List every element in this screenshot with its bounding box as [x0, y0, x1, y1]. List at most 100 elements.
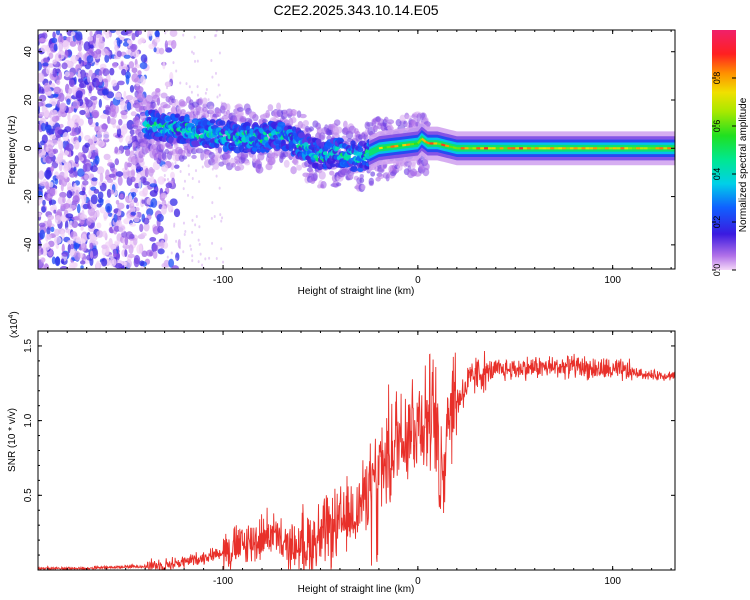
spectrogram-noise-cell: [164, 178, 167, 182]
spectrogram-halo-cell: [151, 94, 160, 103]
spectrogram-noise-cell: [123, 218, 130, 225]
spectrogram-noise-cell: [99, 198, 104, 206]
spectrogram-noise-cell: [98, 75, 103, 83]
spectrogram-x-tick-label: 0: [415, 275, 421, 286]
spectrogram-noise-cell: [54, 214, 62, 225]
spectrogram-noise-cell: [117, 175, 123, 186]
spectrogram-noise-cell: [97, 191, 104, 200]
spectrogram-noise-cell: [191, 50, 194, 54]
spectrogram-noise-cell: [98, 40, 105, 50]
spectrogram-noise-cell: [52, 31, 56, 39]
spectrogram-noise-cell: [133, 197, 138, 203]
spectrogram-noise-cell: [57, 35, 64, 44]
colorbar-label: Normalized spectral amplitude: [738, 97, 749, 232]
spectrogram-noise-cell: [109, 118, 117, 125]
spectrogram-noise-cell: [129, 85, 135, 93]
spectrogram-noise-cell: [63, 170, 69, 179]
spectrogram-noise-cell: [198, 242, 201, 246]
spectrogram-noise-cell: [42, 243, 51, 251]
spectrogram-halo-cell: [424, 163, 430, 171]
spectrogram-halo-cell: [292, 109, 298, 115]
spectrogram-noise-cell: [64, 71, 70, 78]
spectrogram-noise-cell: [211, 201, 214, 205]
spectrogram-noise-cell: [79, 190, 86, 196]
spectrogram-noise-cell: [96, 230, 104, 238]
spectrogram-noise-cell: [191, 176, 194, 180]
spectrogram-noise-cell: [147, 30, 153, 37]
spectrogram-noise-cell: [168, 200, 171, 204]
spectrogram-noise-cell: [102, 68, 110, 77]
spectrogram-noise-cell: [101, 257, 108, 267]
spectrogram-noise-cell: [47, 214, 55, 221]
spectrogram-noise-cell: [71, 85, 78, 91]
spectrogram-noise-cell: [121, 114, 128, 120]
spectrogram-core-segment: [440, 143, 446, 147]
spectrogram-ridge-peak: [322, 151, 328, 156]
spectrogram-noise-cell: [117, 202, 125, 210]
spectrogram-noise-cell: [60, 258, 65, 265]
spectrogram-noise-cell: [80, 265, 84, 269]
spectrogram-noise-cell: [160, 239, 165, 249]
figure-title: C2E2.2025.343.10.14.E05: [273, 2, 439, 18]
spectrogram-halo-cell: [151, 143, 158, 150]
spectrogram-noise-cell: [170, 171, 175, 180]
spectrogram-halo-cell: [191, 154, 197, 160]
spectrogram-noise-cell: [109, 30, 116, 34]
spectrogram-noise-cell: [191, 259, 194, 263]
colorbar-tick-label: 0.6: [712, 120, 722, 133]
spectrogram-noise-cell: [130, 176, 136, 183]
spectrogram-halo-cell: [216, 111, 222, 118]
spectrogram-noise-cell: [185, 82, 188, 86]
spectrogram-noise-cell: [129, 129, 136, 135]
spectrogram-halo-cell: [220, 102, 228, 111]
spectrogram-noise-cell: [120, 110, 128, 116]
spectrogram-noise-cell: [43, 82, 51, 93]
spectrogram-noise-cell: [138, 179, 142, 189]
spectrogram-x-tick-label: -100: [213, 275, 233, 286]
spectrogram-noise-cell: [82, 180, 89, 186]
spectrogram-noise-cell: [38, 249, 42, 257]
spectrogram-noise-cell: [196, 59, 199, 63]
spectrogram-halo-cell: [283, 159, 290, 168]
spectrogram-noise-cell: [132, 145, 136, 152]
spectrogram-noise-cell: [43, 108, 50, 118]
spectrogram-halo-cell: [296, 164, 302, 171]
spectrogram-noise-cell: [114, 158, 120, 166]
spectrogram-noise-cell: [175, 69, 178, 73]
spectrogram-noise-cell: [115, 30, 121, 36]
spectrogram-ridge-cell: [168, 136, 174, 145]
spectrogram-halo-cell: [359, 177, 365, 184]
spectrogram-noise-cell: [124, 236, 129, 246]
spectrogram-noise-cell: [99, 206, 106, 214]
spectrogram-noise-cell: [39, 181, 48, 187]
colorbar-tick-label: 0.2: [712, 216, 722, 229]
spectrogram-noise-cell: [44, 169, 52, 179]
spectrogram-y-label: Frequency (Hz): [7, 116, 18, 185]
spectrogram-noise-cell: [210, 216, 213, 220]
spectrogram-halo-cell: [387, 124, 394, 132]
spectrogram-halo-cell: [318, 171, 326, 180]
spectrogram-noise-cell: [98, 98, 102, 108]
spectrogram-noise-cell: [112, 248, 117, 258]
spectrogram-noise-cell: [51, 115, 59, 123]
spectrogram-noise-cell: [119, 125, 128, 135]
spectrogram-noise-cell: [75, 92, 83, 102]
spectrogram-noise-cell: [61, 251, 69, 257]
spectrogram-noise-cell: [191, 195, 194, 199]
spectrogram-halo-cell: [326, 135, 332, 141]
spectrogram-halo-cell: [411, 161, 416, 170]
spectrogram-ridge-cell: [287, 125, 293, 130]
spectrogram-noise-cell: [169, 198, 178, 207]
spectrogram-halo-cell: [293, 158, 299, 166]
snr-y-tick-label: 1.5: [23, 339, 34, 353]
snr-y-label: SNR (10 * v/v): [7, 408, 18, 472]
spectrogram-noise-cell: [131, 32, 136, 41]
spectrogram-noise-cell: [125, 231, 134, 240]
spectrogram-noise-cell: [84, 142, 90, 148]
spectrogram-noise-cell: [126, 101, 132, 111]
spectrogram-halo-cell: [267, 156, 276, 166]
spectrogram-noise-cell: [187, 193, 190, 197]
spectrogram-noise-cell: [95, 48, 102, 55]
spectrogram-halo-cell: [319, 132, 326, 141]
spectrogram-noise-cell: [40, 140, 46, 146]
